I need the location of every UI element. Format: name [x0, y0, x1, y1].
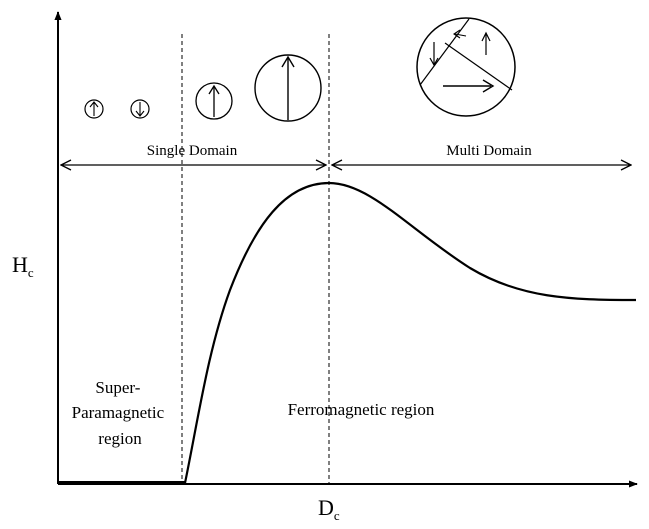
ferromagnetic-region-label: Ferromagnetic region	[288, 400, 435, 419]
large-particle-up-arrow-icon	[254, 54, 322, 122]
multi-domain-particle-icon	[416, 17, 516, 117]
medium-particle-up-arrow-icon	[195, 82, 233, 120]
small-particle-up-arrow-icon	[84, 99, 104, 119]
x-axis-label: Dc	[318, 495, 340, 523]
superparamagnetic-region-label: Super- Paramagnetic region	[72, 378, 169, 448]
coercivity-curve	[183, 181, 637, 484]
multi-domain-label: Multi Domain	[446, 143, 532, 159]
single-domain-label: Single Domain	[147, 143, 238, 159]
small-particle-down-arrow-icon	[130, 99, 150, 119]
y-axis-label: Hc	[12, 252, 34, 280]
